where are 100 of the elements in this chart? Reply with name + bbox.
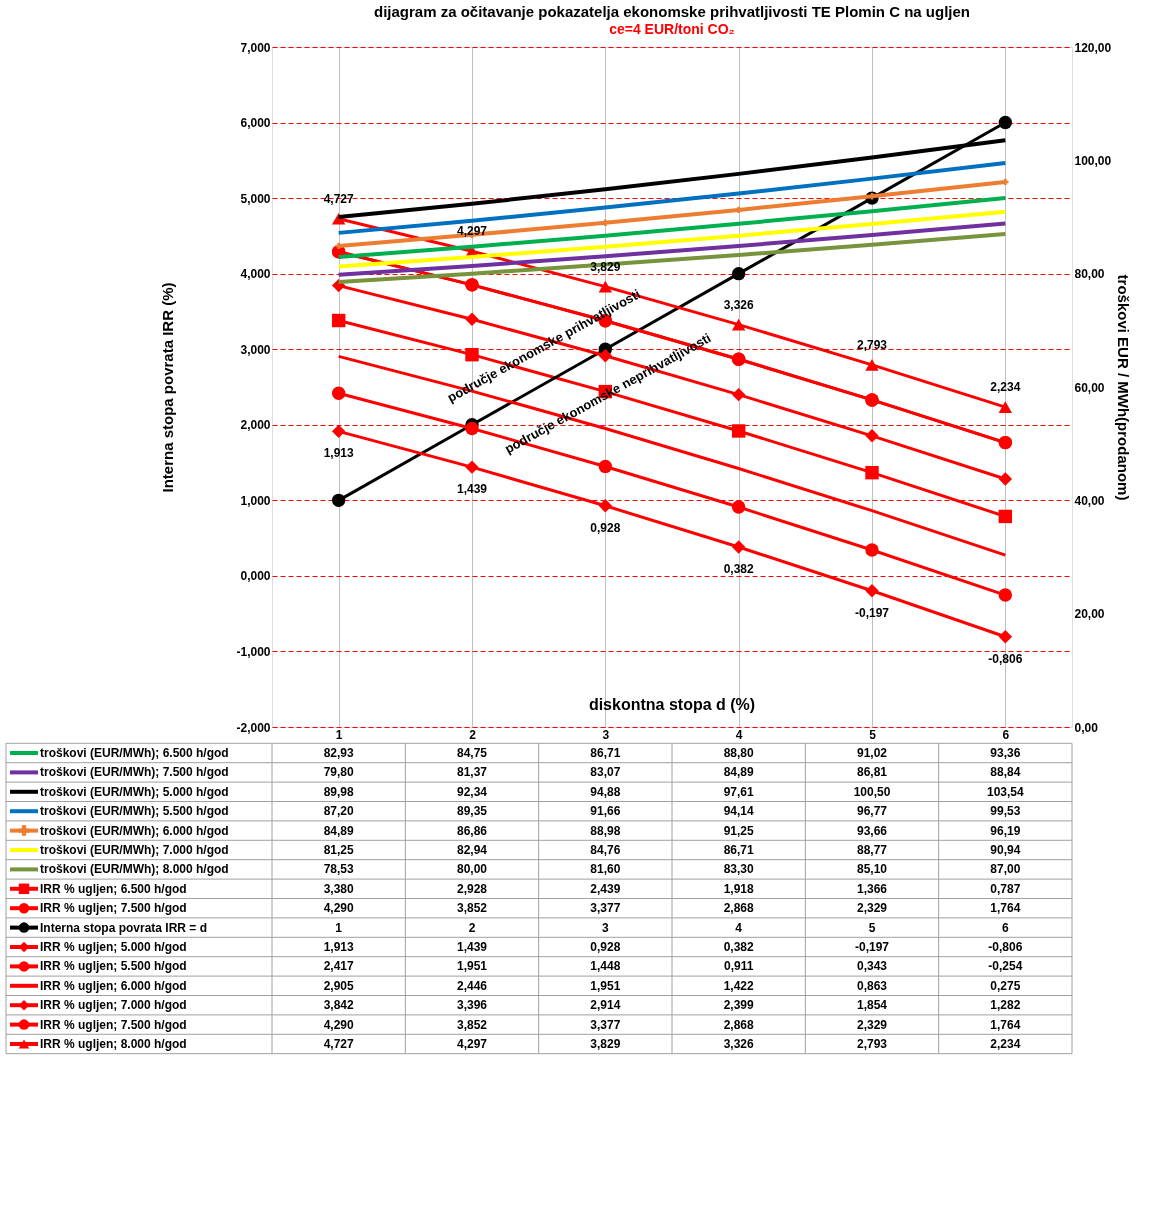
y-tick-label: -2,000 [236,720,271,735]
data-label: 1 [335,920,343,935]
data-label: 3,377 [590,1017,621,1032]
y2-tick-label: 120,00 [1074,40,1112,55]
x-tick-label: 1 [335,727,343,742]
y-tick-label: 2,000 [240,418,271,433]
data-label: 6 [1001,920,1009,935]
data-label: 92,34 [456,784,488,799]
legend-label: IRR % ugljen; 7.500 h/god [40,901,187,916]
y2-tick-label: 80,00 [1074,267,1105,282]
data-label: 82,94 [456,843,488,857]
data-label: 1,439 [456,940,488,954]
y-tick-label: 5,000 [240,191,271,206]
data-label: 90,94 [990,843,1021,857]
legend-label: troškovi (EUR/MWh); 5.000 h/god [40,784,229,799]
x-tick-label: 3 [602,727,610,742]
data-label: 1,951 [456,959,488,974]
x-tick-label: 2 [469,727,477,742]
data-label: 78,53 [323,862,355,877]
data-label: 84,89 [723,765,755,780]
annotation: 1,913 [323,446,355,461]
data-label: 84,76 [590,843,621,857]
data-label: 96,19 [990,823,1021,838]
data-label: 2,329 [856,901,888,916]
data-label: 1,764 [990,1017,1021,1032]
legend-label: IRR % ugljen; 8.000 h/god [40,1037,187,1051]
legend-label: IRR % ugljen; 6.000 h/god [40,978,187,993]
data-label: 93,36 [990,746,1021,760]
annotation: 0,928 [590,520,621,535]
data-label: 96,77 [856,804,888,819]
data-label: 97,61 [723,784,755,799]
data-label: -0,254 [988,959,1023,974]
data-label: 84,89 [323,823,355,838]
legend-label: IRR % ugljen; 6.500 h/god [40,881,187,896]
data-label: 88,98 [590,823,621,838]
chart-subtitle: ce=4 EUR/toni CO₂ [609,21,735,37]
data-label: 86,81 [856,765,888,780]
y-tick-label: 1,000 [240,493,271,508]
y2-tick-label: 40,00 [1074,493,1105,508]
data-label: 1,448 [590,959,621,974]
data-label: 1,764 [990,901,1021,916]
y2-axis-title: troškovi EUR / MWh(prodanom) [1115,274,1133,501]
annotation: 1,439 [456,482,488,497]
data-label: 3,326 [723,1037,755,1051]
data-label: 80,00 [456,862,488,877]
y-tick-label: -1,000 [236,644,271,659]
data-label: 86,86 [456,823,488,838]
legend-label: IRR % ugljen; 5.500 h/god [40,959,187,974]
y2-tick-label: 0,00 [1074,720,1099,735]
data-label: 83,30 [723,862,755,877]
data-label: 81,60 [590,862,621,877]
y-tick-label: 3,000 [240,342,271,357]
annotation: 0,382 [723,562,755,577]
data-label: 2 [468,920,476,935]
legend-label: IRR % ugljen; 7.000 h/god [40,998,187,1013]
data-label: 103,54 [986,784,1025,799]
data-label: 0,275 [990,978,1021,993]
data-label: 85,10 [856,862,888,877]
data-label: 1,366 [856,881,888,896]
data-label: 91,25 [723,823,755,838]
annotation: -0,197 [854,605,890,620]
data-label: 0,928 [590,940,621,954]
x-tick-label: 4 [735,727,743,742]
data-label: 4,727 [323,1037,355,1051]
data-label: 84,75 [456,746,488,760]
data-label: 3,852 [456,1017,488,1032]
x-axis-title: diskontna stopa d (%) [588,696,756,713]
data-label: 86,71 [723,843,755,857]
data-label: 1,951 [590,978,621,993]
annotation: 2,234 [990,380,1021,395]
data-label: 82,93 [323,746,355,760]
legend-label: IRR % ugljen; 7.500 h/god [40,1017,187,1032]
data-label: 88,84 [990,765,1021,780]
annotation: -0,806 [988,651,1023,666]
y2-tick-label: 60,00 [1074,380,1105,395]
data-label: 3,396 [456,998,488,1013]
y-tick-label: 4,000 [240,267,271,282]
data-label: 3,377 [590,901,621,916]
data-label: 89,35 [456,804,488,819]
data-label: 2,399 [723,998,755,1013]
data-label: 86,71 [590,746,621,760]
legend-label: troškovi (EUR/MWh); 6.000 h/god [40,823,229,838]
data-label: 3,842 [323,998,355,1013]
data-label: 4 [735,920,743,935]
data-label: 91,02 [856,746,888,760]
data-label: 0,863 [856,978,888,993]
data-label: 88,80 [723,746,755,760]
data-label: 5 [868,920,876,935]
data-label: 3,852 [456,901,488,916]
data-label: 4,290 [323,1017,355,1032]
data-label: 79,80 [323,765,355,780]
legend-label: troškovi (EUR/MWh); 6.500 h/god [40,746,229,760]
legend-label: troškovi (EUR/MWh); 8.000 h/god [40,862,229,877]
data-label: 94,88 [590,784,621,799]
data-label: 83,07 [590,765,621,780]
data-label: 88,77 [856,843,888,857]
data-label: 89,98 [323,784,355,799]
chart-title: dijagram za očitavanje pokazatelja ekonomske prihvatljivosti TE Plomin C na ugljen [373,3,971,20]
data-label: 2,868 [723,1017,755,1032]
annotation: 2,793 [856,337,888,352]
